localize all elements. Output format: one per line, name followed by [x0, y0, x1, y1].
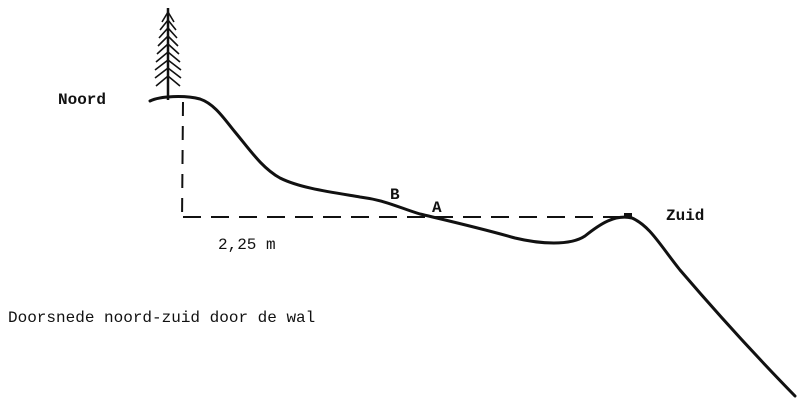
profile-curve — [148, 95, 797, 398]
point-b-label: B — [390, 186, 400, 204]
north-label: Noord — [58, 91, 106, 109]
tree — [154, 8, 182, 100]
caption: Doorsnede noord-zuid door de wal — [8, 309, 315, 327]
vertical-dashed-line — [181, 101, 184, 223]
point-a-label: A — [432, 199, 442, 217]
south-marker — [624, 213, 632, 218]
south-label: Zuid — [666, 207, 704, 225]
distance-label: 2,25 m — [218, 236, 276, 254]
